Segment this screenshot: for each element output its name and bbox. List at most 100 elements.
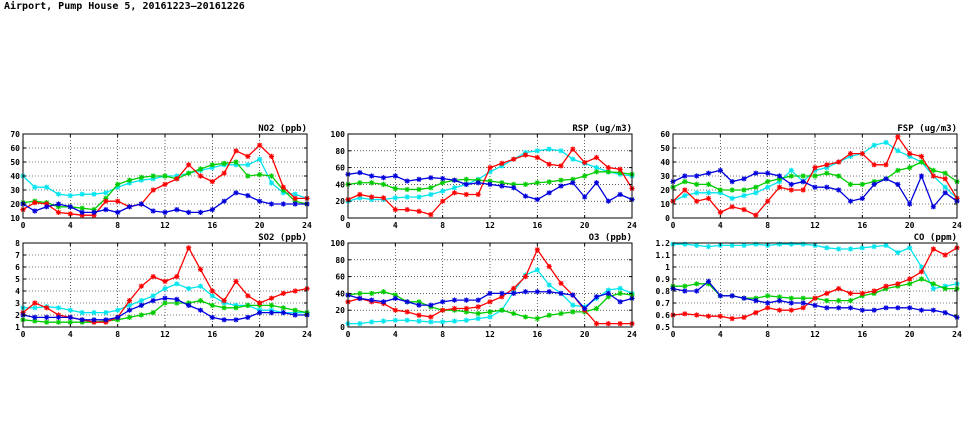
chart-panel: 0 4 8 12 16 20 24 0 20 40 60 80 100 O3 (ppb) — [331, 233, 637, 339]
data-point — [233, 317, 239, 323]
data-point — [55, 204, 62, 210]
data-point — [487, 314, 493, 320]
data-point — [741, 187, 747, 193]
data-point — [570, 156, 576, 162]
x-tick-label: 24 — [302, 221, 312, 230]
x-tick-label: 4 — [393, 330, 398, 339]
data-point — [268, 180, 275, 186]
chart-title: CO (ppm) — [914, 233, 957, 243]
data-point — [126, 314, 133, 320]
data-point — [91, 209, 97, 215]
x-tick-label: 0 — [21, 221, 26, 230]
data-point — [138, 298, 144, 304]
data-point — [392, 295, 398, 302]
data-point — [859, 290, 865, 296]
data-point — [741, 242, 747, 248]
data-point — [162, 209, 168, 215]
data-point — [221, 160, 227, 166]
data-point — [162, 286, 168, 292]
data-point — [499, 160, 505, 166]
y-tick-label: 20 — [10, 200, 20, 209]
series-line — [347, 148, 633, 202]
data-point — [186, 162, 192, 168]
x-tick-label: 8 — [765, 221, 770, 230]
data-point — [103, 207, 109, 213]
data-point — [741, 176, 747, 182]
data-point — [582, 159, 588, 166]
data-point — [416, 176, 422, 182]
y-tick-label: 0 — [665, 214, 670, 223]
data-point — [776, 176, 783, 182]
data-point — [463, 305, 469, 312]
x-tick-label: 4 — [393, 221, 398, 230]
data-point — [522, 289, 529, 295]
x-tick-label: 12 — [810, 221, 820, 230]
data-point — [907, 201, 913, 207]
data-point — [380, 299, 387, 305]
data-point — [883, 162, 889, 168]
data-point — [847, 246, 854, 252]
data-point — [871, 142, 877, 148]
data-point — [582, 173, 588, 179]
data-point — [257, 142, 263, 148]
data-point — [499, 307, 505, 313]
data-point — [268, 295, 275, 301]
data-point — [895, 134, 901, 140]
data-point — [546, 146, 552, 152]
data-point — [186, 170, 192, 176]
data-point — [907, 165, 913, 171]
data-point — [694, 173, 700, 179]
data-point — [511, 290, 517, 296]
data-point — [859, 307, 865, 313]
x-tick-label: 20 — [580, 221, 590, 230]
data-point — [682, 241, 688, 247]
data-point — [428, 302, 434, 308]
data-point — [918, 159, 925, 165]
data-point — [115, 184, 121, 190]
data-point — [859, 181, 865, 187]
data-point — [404, 207, 410, 213]
y-tick-label: 1.2 — [656, 239, 671, 248]
data-point — [812, 184, 818, 190]
data-point — [859, 151, 865, 157]
data-point — [617, 299, 623, 305]
data-point — [546, 263, 552, 270]
data-point — [79, 212, 85, 218]
y-tick-label: 6 — [15, 263, 20, 272]
x-tick-label: 16 — [533, 330, 543, 339]
data-point — [369, 180, 375, 186]
data-point — [918, 307, 925, 313]
data-point — [416, 186, 422, 193]
data-point — [126, 180, 133, 186]
data-point — [369, 319, 375, 325]
data-point — [883, 176, 889, 182]
data-point — [617, 170, 623, 176]
y-tick-label: 1 — [665, 263, 670, 272]
data-point — [257, 300, 263, 306]
data-point — [357, 290, 363, 296]
data-point — [209, 179, 215, 185]
data-point — [257, 172, 263, 178]
data-point — [558, 148, 564, 154]
data-point — [280, 184, 286, 190]
data-point — [150, 274, 156, 280]
page-title: Airport, Pump House 5, 20161223–20161226 — [4, 1, 245, 12]
data-point — [257, 310, 263, 316]
data-point — [705, 313, 712, 319]
data-point — [268, 302, 275, 308]
data-point — [357, 191, 363, 198]
y-tick-label: 50 — [660, 144, 670, 153]
data-point — [776, 179, 783, 185]
data-point — [292, 312, 298, 318]
data-point — [44, 319, 50, 325]
data-point — [487, 165, 493, 171]
data-point — [800, 300, 806, 306]
data-point — [91, 317, 97, 323]
data-point — [522, 152, 529, 158]
data-point — [32, 318, 38, 324]
data-point — [705, 190, 712, 196]
data-point — [487, 290, 493, 296]
data-point — [162, 295, 168, 301]
data-point — [209, 293, 215, 299]
data-point — [705, 181, 712, 187]
